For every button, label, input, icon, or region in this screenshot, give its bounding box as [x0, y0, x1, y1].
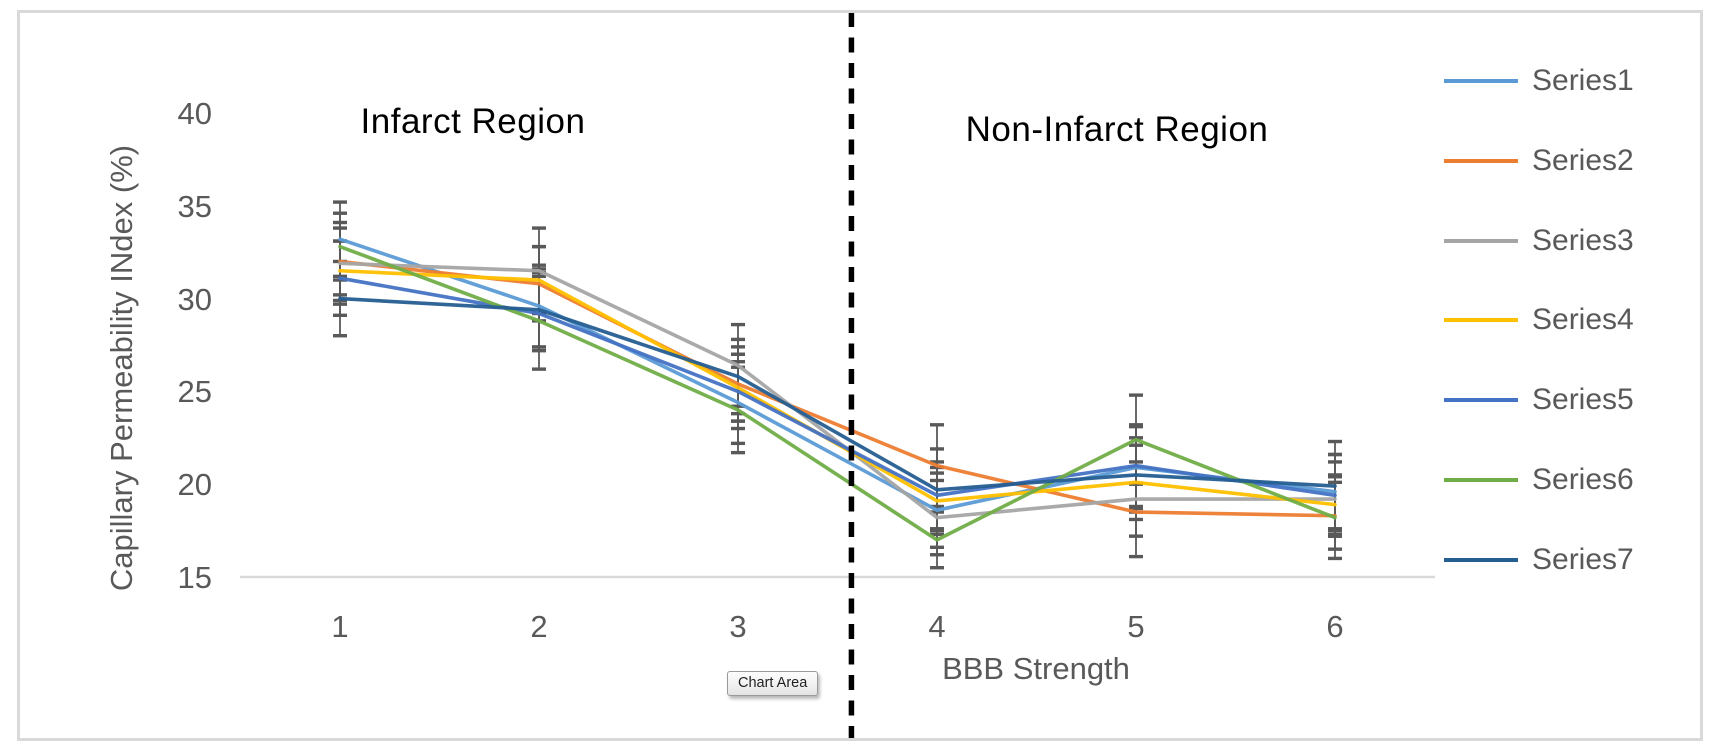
non-infarct-region-label: Non-Infarct Region	[965, 110, 1269, 149]
x-tick-6: 6	[1326, 609, 1344, 644]
x-tick-1: 1	[331, 609, 349, 644]
error-bars-Series4	[333, 239, 1342, 537]
series4-line-swatch	[1444, 318, 1518, 323]
x-axis-title: BBB Strength	[942, 651, 1130, 686]
series6-line-swatch	[1444, 478, 1518, 483]
x-tick-2: 2	[530, 609, 548, 644]
series2-line-swatch	[1444, 158, 1518, 163]
legend-label: Series6	[1532, 463, 1634, 497]
y-tick-25: 25	[177, 374, 212, 410]
legend-label: Series3	[1532, 223, 1634, 257]
y-tick-20: 20	[177, 467, 212, 503]
x-tick-4: 4	[928, 609, 946, 644]
error-bars-Series3	[333, 220, 1342, 557]
error-bars-Series5	[333, 239, 1342, 538]
series5-line-swatch	[1444, 398, 1518, 403]
legend-label: Series1	[1532, 64, 1634, 97]
series-line-Series7[interactable]	[338, 296, 1337, 492]
legend-item-series6[interactable]: Series6	[1444, 463, 1694, 497]
y-tick-30: 30	[177, 281, 212, 317]
y-tick-15: 15	[177, 560, 212, 595]
legend-item-series7[interactable]: Series7	[1444, 543, 1694, 577]
legend-label: Series5	[1532, 383, 1634, 417]
series1-line-swatch	[1444, 79, 1518, 83]
legend-item-series3[interactable]: Series3	[1444, 224, 1694, 258]
legend-label: Series4	[1532, 303, 1634, 337]
y-tick-40: 40	[177, 96, 212, 131]
y-axis-title: Capillary Permeability INdex (%)	[104, 144, 139, 592]
legend-label: Series7	[1532, 542, 1634, 576]
series-line-Series5[interactable]	[338, 276, 1337, 498]
legend-item-series4[interactable]: Series4	[1444, 303, 1694, 337]
legend-item-series2[interactable]: Series2	[1444, 144, 1694, 178]
chart-legend: Series1 Series2 Series3 Series4 Series5 …	[1444, 64, 1694, 577]
series3-line-swatch	[1444, 238, 1518, 243]
x-tick-5: 5	[1127, 609, 1145, 644]
legend-item-series1[interactable]: Series1	[1444, 64, 1694, 98]
legend-label: Series2	[1532, 143, 1634, 177]
infarct-region-label: Infarct Region	[360, 102, 586, 141]
legend-item-series5[interactable]: Series5	[1444, 383, 1694, 417]
series7-line-swatch	[1444, 557, 1518, 562]
y-tick-35: 35	[177, 188, 212, 224]
error-bars-Series1	[333, 200, 1342, 550]
chart-area-tooltip: Chart Area	[727, 671, 819, 696]
x-tick-3: 3	[729, 609, 747, 644]
